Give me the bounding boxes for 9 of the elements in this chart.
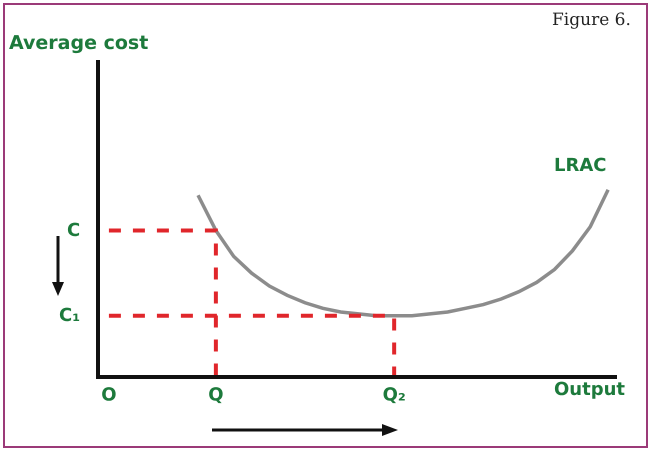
caption: Figure 6. <box>552 10 631 30</box>
text: C₁ <box>59 305 80 326</box>
x-tick-label: Q₂ <box>382 384 406 406</box>
x-axis-title: Output <box>554 379 626 400</box>
x-tick-label: O <box>101 384 117 406</box>
text: LRAC <box>554 155 606 176</box>
x-tick-label: Q <box>208 384 224 406</box>
text: Average cost <box>9 32 148 54</box>
text: C <box>67 220 80 241</box>
